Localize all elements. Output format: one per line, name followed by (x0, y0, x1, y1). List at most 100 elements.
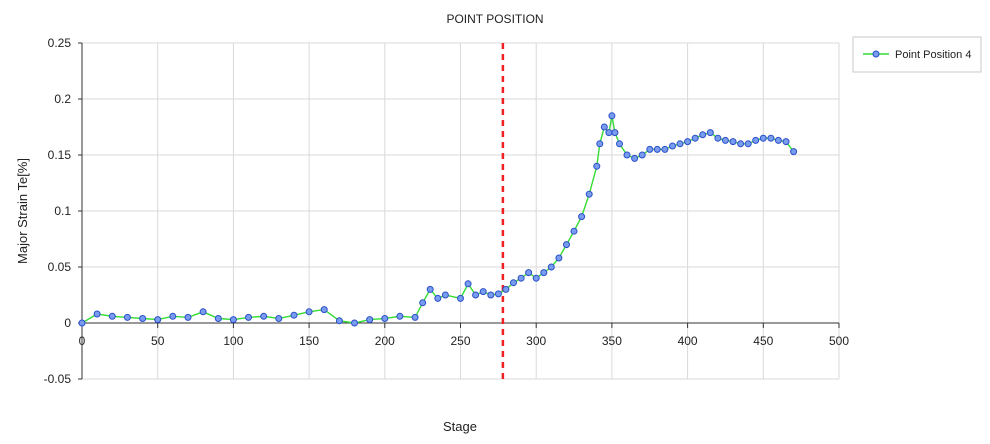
data-point (605, 129, 613, 137)
data-point (721, 136, 729, 144)
data-point (411, 313, 419, 321)
data-point (699, 131, 707, 139)
y-tick-label: 0 (64, 316, 71, 330)
data-point (578, 213, 586, 221)
y-tick-label: 0.15 (48, 148, 72, 162)
data-point (199, 308, 207, 316)
x-tick-label: 100 (223, 334, 243, 348)
data-point (714, 134, 722, 142)
data-point (381, 315, 389, 322)
data-point (229, 316, 237, 324)
data-point (510, 279, 517, 287)
data-point (260, 312, 268, 320)
data-point (547, 263, 555, 271)
data-point (608, 112, 616, 120)
x-tick-label: 250 (450, 334, 470, 348)
data-point (752, 136, 760, 144)
data-point (472, 291, 480, 299)
data-point (555, 254, 563, 262)
data-point (532, 274, 540, 282)
x-axis-label: Stage (443, 419, 477, 434)
y-tick-label: 0.25 (48, 36, 72, 50)
data-point (479, 288, 487, 296)
legend: Point Position 4 (852, 36, 982, 73)
x-tick-label: 150 (299, 334, 319, 348)
data-point (464, 280, 472, 288)
data-point (184, 313, 192, 321)
data-point (540, 269, 548, 277)
data-point (631, 154, 639, 162)
data-point (600, 123, 608, 131)
data-point (169, 312, 177, 320)
data-point (661, 145, 669, 153)
data-point (729, 138, 737, 146)
data-point (419, 299, 427, 307)
data-point (494, 290, 502, 298)
data-point (611, 129, 619, 137)
y-tick-label: 0.05 (48, 260, 72, 274)
data-point (366, 316, 374, 324)
data-point (616, 140, 623, 148)
data-point (653, 145, 661, 153)
data-point (646, 145, 654, 153)
data-point (351, 319, 358, 327)
data-point (154, 316, 162, 324)
data-point (441, 291, 449, 299)
data-point (744, 140, 752, 148)
legend-entry-label: Point Position 4 (895, 49, 971, 61)
data-point (774, 136, 782, 144)
data-point (676, 140, 684, 148)
data-point (596, 140, 604, 148)
x-tick-label: 0 (79, 334, 86, 348)
y-tick-label: 0.1 (54, 204, 71, 218)
grid-lines (81, 42, 840, 380)
data-point (502, 285, 510, 293)
data-point (320, 306, 328, 314)
legend-marker-swatch (872, 50, 880, 58)
data-point (525, 269, 533, 277)
y-tick-label: 0.2 (54, 92, 71, 106)
data-point (78, 319, 86, 327)
data-point (123, 313, 131, 321)
series-group (78, 112, 798, 327)
data-point (396, 312, 404, 320)
data-point (457, 294, 464, 302)
data-point (737, 140, 745, 148)
series-line (81, 115, 795, 324)
data-point (669, 142, 676, 150)
data-point (214, 315, 222, 322)
data-point (434, 294, 442, 302)
data-point (563, 241, 570, 249)
data-point (335, 317, 343, 325)
data-point (426, 285, 434, 293)
data-point (245, 313, 252, 321)
data-point (790, 148, 798, 156)
data-point (706, 129, 714, 137)
data-point (782, 138, 790, 146)
data-point (305, 308, 313, 316)
data-point (593, 162, 601, 170)
x-tick-label: 200 (375, 334, 395, 348)
x-tick-label: 50 (151, 334, 165, 348)
x-tick-label: 300 (526, 334, 546, 348)
data-point (139, 315, 147, 322)
tick-labels: 0 50 100 150 200 250 300 350 400 450 500 -0.05 0 0.05… (44, 36, 850, 386)
chart-title: POINT POSITION (446, 12, 543, 26)
x-tick-label: 450 (753, 334, 773, 348)
data-point (108, 312, 116, 320)
data-point (290, 311, 298, 319)
x-tick-label: 500 (829, 334, 849, 348)
data-point (623, 151, 631, 159)
x-tick-label: 350 (602, 334, 622, 348)
data-point (691, 134, 699, 142)
x-tick-label: 400 (678, 334, 698, 348)
data-point (517, 274, 525, 282)
data-point (93, 310, 101, 318)
data-point (487, 291, 495, 299)
y-tick-label: -0.05 (44, 372, 72, 386)
data-point (767, 134, 775, 142)
data-point (638, 151, 646, 159)
data-point (275, 315, 283, 322)
data-point (684, 138, 692, 146)
